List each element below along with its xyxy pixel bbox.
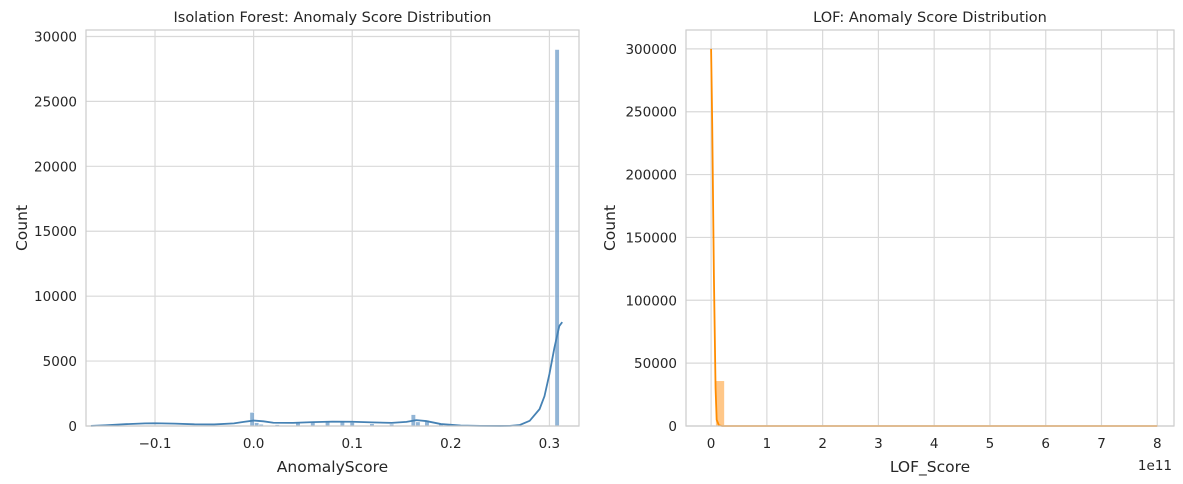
x-tick-labels: 0 1 2 3 4 5 6 7 8 <box>707 436 1162 452</box>
x-axis-offset-text: 1e11 <box>1138 458 1172 474</box>
x-tick-label: 0.0 <box>243 436 264 452</box>
y-tick-label: 15000 <box>34 224 77 240</box>
y-tick-label: 200000 <box>625 168 677 184</box>
histogram-bar <box>249 412 255 427</box>
x-tick-label: −0.1 <box>139 436 172 452</box>
isolation-forest-histogram: −0.1 0.0 0.1 0.2 0.3 0 5000 10000 15000 20000 250… <box>13 10 580 476</box>
x-axis-label: AnomalyScore <box>277 458 388 476</box>
x-tick-labels: −0.1 0.0 0.1 0.2 0.3 <box>139 436 561 452</box>
y-tick-labels: 0 50000 100000 150000 200000 250000 300000 <box>625 42 677 435</box>
y-tick-label: 100000 <box>625 293 677 309</box>
x-tick-label: 0 <box>707 436 716 452</box>
y-tick-label: 5000 <box>43 354 77 370</box>
x-tick-label: 3 <box>874 436 883 452</box>
x-axis-label: LOF_Score <box>890 458 970 477</box>
x-tick-label: 0.2 <box>440 436 461 452</box>
x-tick-label: 2 <box>818 436 827 452</box>
y-axis-label: Count <box>13 205 31 251</box>
histogram-bar <box>554 49 560 427</box>
y-tick-label: 10000 <box>34 289 77 305</box>
y-tick-label: 0 <box>668 419 677 435</box>
kde-curve <box>90 321 563 427</box>
y-tick-label: 150000 <box>625 230 677 246</box>
x-tick-label: 8 <box>1153 436 1162 452</box>
x-tick-label: 5 <box>986 436 995 452</box>
y-tick-label: 25000 <box>34 94 77 110</box>
plot-frame <box>85 29 580 427</box>
y-tick-labels: 0 5000 10000 15000 20000 25000 30000 <box>34 29 77 435</box>
chart-title: LOF: Anomaly Score Distribution <box>813 10 1047 26</box>
y-tick-label: 20000 <box>34 159 77 175</box>
plot-frame <box>685 29 1175 427</box>
x-tick-label: 0.1 <box>341 436 362 452</box>
chart-title: Isolation Forest: Anomaly Score Distribu… <box>173 10 491 26</box>
x-tick-label: 0.3 <box>539 436 560 452</box>
y-tick-label: 30000 <box>34 29 77 45</box>
x-tick-label: 7 <box>1097 436 1106 452</box>
y-tick-label: 300000 <box>625 42 677 58</box>
lof-histogram: 0 1 2 3 4 5 6 7 8 0 50000 100000 150000 200000 250000… <box>601 10 1175 477</box>
x-tick-label: 1 <box>763 436 772 452</box>
y-tick-label: 50000 <box>634 356 677 372</box>
histogram-bar <box>415 421 421 427</box>
x-tick-label: 6 <box>1041 436 1050 452</box>
x-tick-label: 4 <box>930 436 939 452</box>
y-axis-label: Count <box>601 205 619 251</box>
y-tick-label: 0 <box>68 419 77 435</box>
y-tick-label: 250000 <box>625 105 677 121</box>
